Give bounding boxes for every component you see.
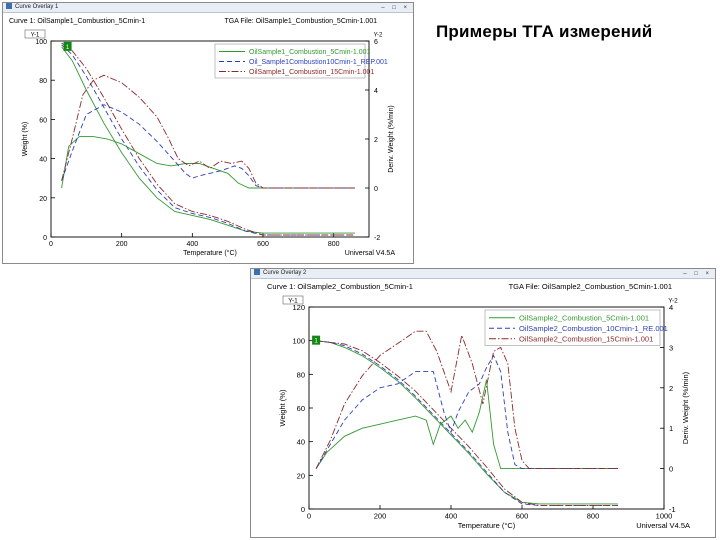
y1-tag: Y-1 bbox=[288, 298, 298, 305]
y2-tick-label: 4 bbox=[374, 88, 378, 95]
legend-entry: OilSample2_Combustion_15Cmin-1.001 bbox=[519, 335, 653, 344]
window-controls-icon[interactable]: – □ × bbox=[381, 5, 410, 11]
tga-chart-2: Curve 1: OilSample2_Combustion_5Cmin-1 TG… bbox=[267, 282, 690, 530]
y2-axis-label: Deriv. Weight (%/min) bbox=[681, 371, 690, 444]
window-title: Curve Overlay 1 bbox=[15, 4, 59, 10]
y1-tag-box bbox=[282, 295, 304, 305]
x-tick-label: 200 bbox=[116, 241, 128, 248]
x-tick-label: 800 bbox=[587, 512, 600, 521]
y2-tag: Y-2 bbox=[668, 298, 678, 305]
y-tick-label: 100 bbox=[35, 39, 47, 46]
y2-axis-label: Deriv. Weight (%/min) bbox=[388, 105, 395, 172]
x-tick-label: 600 bbox=[257, 241, 269, 248]
curve-marker-box bbox=[312, 335, 321, 345]
y-tick-label: 60 bbox=[39, 117, 47, 124]
x-tick-label: 400 bbox=[445, 512, 458, 521]
y-tick-label: 40 bbox=[297, 438, 305, 447]
x-tick-label: 1000 bbox=[656, 512, 673, 521]
x-tick-label: 800 bbox=[328, 241, 340, 248]
deriv-curve-2 bbox=[61, 104, 355, 189]
x-tick-label: 600 bbox=[516, 512, 529, 521]
deriv-curve-3 bbox=[315, 330, 618, 470]
y-tick-label: 0 bbox=[43, 235, 47, 242]
x-tick-label: 200 bbox=[374, 512, 387, 521]
weight-curve-3 bbox=[61, 42, 355, 236]
y2-tick-label: 0 bbox=[669, 465, 673, 474]
legend-entry: OilSample2_Combustion_10Cmin-1_RE.001 bbox=[519, 324, 668, 333]
y2-tick-label: -2 bbox=[374, 235, 380, 242]
curve-overlay-window-1[interactable]: Curve Overlay 1 – □ × Curve 1: OilSample… bbox=[2, 2, 414, 264]
y-axis-label: Weight (%) bbox=[278, 389, 287, 426]
y-tick-label: 80 bbox=[39, 78, 47, 85]
curve-marker: 1 bbox=[66, 45, 70, 51]
x-tick-label: 0 bbox=[307, 512, 311, 521]
curve-marker: 1 bbox=[314, 338, 318, 345]
y-tick-label: 40 bbox=[39, 157, 47, 164]
chart-title: Curve 1: OilSample2_Combustion_5Cmin-1 bbox=[267, 282, 413, 291]
y2-tick-label: 3 bbox=[669, 343, 673, 352]
y2-tick-label: 2 bbox=[374, 137, 378, 144]
x-tick-label: 0 bbox=[49, 241, 53, 248]
deriv-curve-2 bbox=[315, 354, 618, 470]
y1-tag-box bbox=[24, 29, 46, 39]
window-controls-icon[interactable]: – □ × bbox=[683, 271, 712, 277]
app-icon bbox=[6, 3, 12, 9]
window-titlebar[interactable]: Curve Overlay 2 – □ × bbox=[251, 269, 715, 279]
y-tick-label: 100 bbox=[292, 337, 305, 346]
y2-tag: Y-2 bbox=[374, 33, 383, 39]
x-axis-label: Temperature (°C) bbox=[458, 521, 516, 530]
tga-file-label: TGA File: OilSample2_Combustion_5Cmin-1.… bbox=[509, 282, 672, 291]
weight-curve-3 bbox=[316, 340, 618, 507]
curve-marker-box bbox=[63, 41, 72, 51]
chart-title: Curve 1: OilSample1_Combustion_5Cmin-1 bbox=[9, 18, 145, 25]
legend-entry: OilSample1_Combustion_5Cmin-1.001 bbox=[249, 49, 371, 56]
y1-tag: Y-1 bbox=[31, 33, 40, 39]
y2-tick-label: 1 bbox=[669, 424, 673, 433]
legend-entry: OilSample2_Combustion_5Cmin-1.001 bbox=[519, 314, 649, 323]
legend-box bbox=[214, 43, 366, 79]
y-axis-label: Weight (%) bbox=[22, 122, 29, 157]
slide-title: Примеры ТГА измерений bbox=[436, 22, 653, 41]
y2-tick-label: 4 bbox=[669, 303, 673, 312]
footer-version: Universal V4.5A bbox=[345, 250, 396, 257]
y2-tick-label: -1 bbox=[669, 505, 676, 514]
y-tick-label: 60 bbox=[297, 404, 305, 413]
y-tick-label: 0 bbox=[301, 505, 305, 514]
weight-curve-1 bbox=[316, 340, 618, 505]
y2-tick-label: 6 bbox=[374, 39, 378, 46]
tga-file-label: TGA File: OilSample1_Combustion_5Cmin-1.… bbox=[224, 18, 377, 25]
footer-version: Universal V4.5A bbox=[636, 521, 690, 530]
tga-chart-1: Curve 1: OilSample1_Combustion_5Cmin-1 TG… bbox=[9, 18, 396, 257]
app-icon bbox=[254, 269, 260, 275]
window-title: Curve Overlay 2 bbox=[263, 270, 307, 276]
window-titlebar[interactable]: Curve Overlay 1 – □ × bbox=[3, 3, 413, 13]
y-tick-label: 120 bbox=[292, 303, 305, 312]
weight-curve-1 bbox=[61, 46, 355, 234]
y-tick-label: 80 bbox=[297, 370, 305, 379]
curve-overlay-window-2[interactable]: Curve Overlay 2 – □ × Curve 1: OilSample… bbox=[250, 268, 716, 538]
y2-tick-label: 0 bbox=[374, 186, 378, 193]
y2-tick-label: 2 bbox=[669, 384, 673, 393]
y-tick-label: 20 bbox=[297, 471, 305, 480]
deriv-curve-3 bbox=[61, 74, 355, 189]
y-tick-label: 20 bbox=[39, 196, 47, 203]
x-axis-label: Temperature (°C) bbox=[183, 249, 237, 257]
x-tick-label: 400 bbox=[186, 241, 198, 248]
legend-entry: Oil_Sample1Combustion10Cmin-1_REP.001 bbox=[249, 59, 388, 66]
legend-entry: OilSample1_Combustion_15Cmin-1.001 bbox=[249, 69, 374, 76]
